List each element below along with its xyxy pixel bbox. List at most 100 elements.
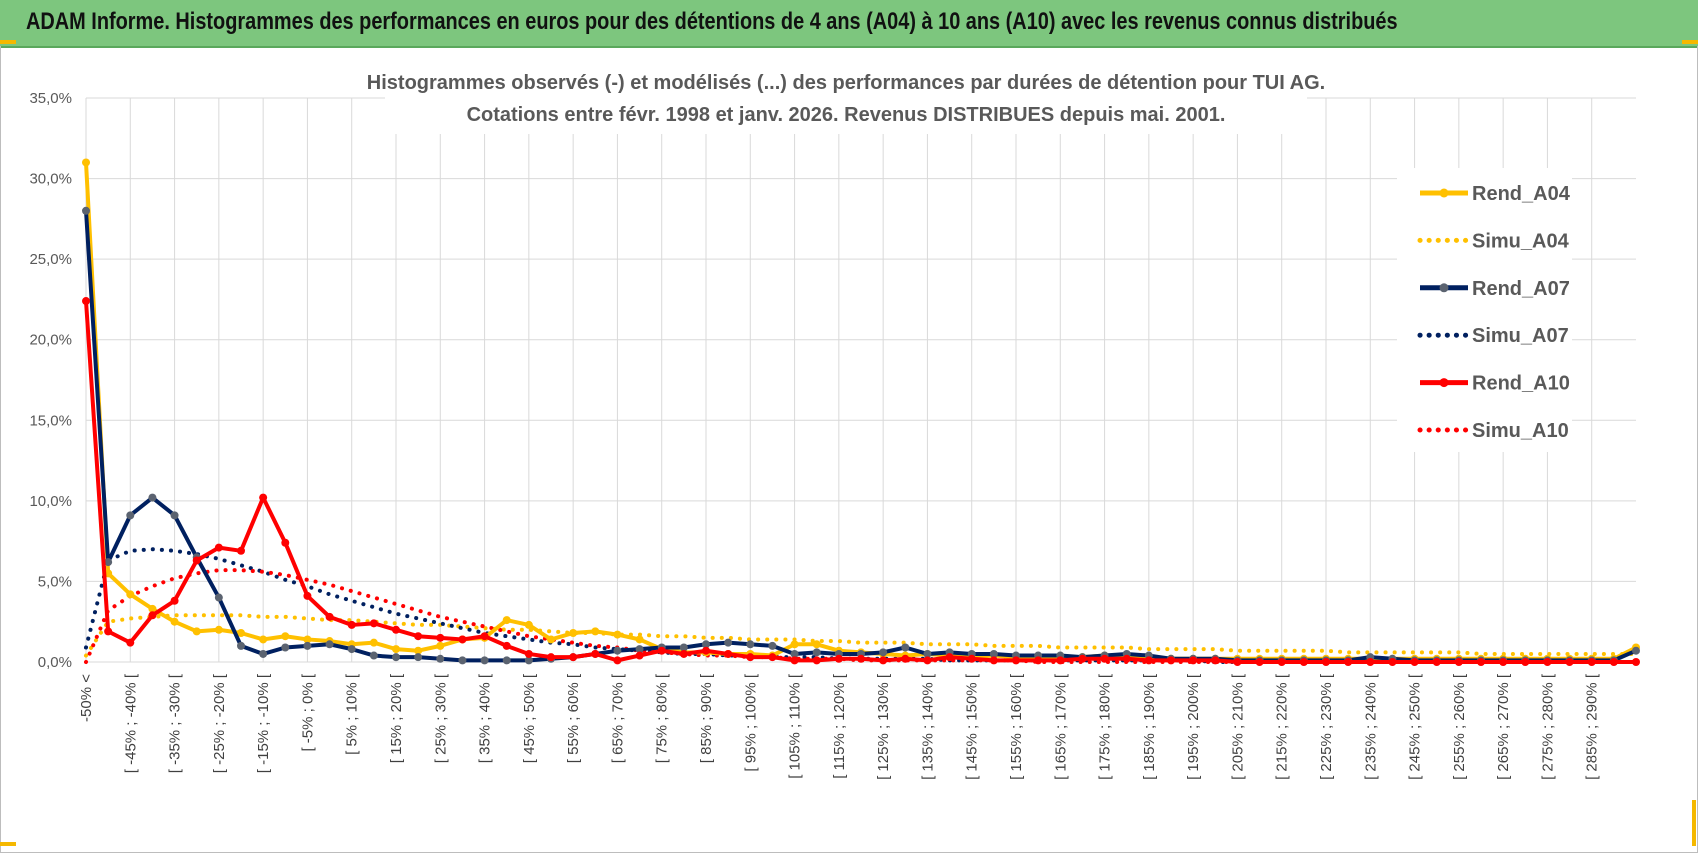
y-tick-label: 15,0% [29,412,72,429]
data-point-rend-a10 [1100,654,1109,663]
data-point-rend-a10 [1344,658,1353,666]
data-point-rend-a07 [347,645,356,654]
legend: Rend_A04 Simu_A04 Rend_A07 Simu_A07 Rend_A10… [1397,168,1572,452]
data-point-rend-a10 [104,627,113,636]
data-point-rend-a10 [1255,658,1264,666]
data-point-rend-a10 [1366,658,1375,666]
data-point-rend-a04 [281,632,290,641]
data-point-rend-a07 [237,641,245,650]
data-point-rend-a10 [281,538,290,547]
data-point-rend-a07 [303,641,312,650]
x-tick-label: [ 25% ; 30% [ [432,673,449,763]
data-point-rend-a04 [524,620,533,629]
x-tick-label: [ 5% ; 10% [ [344,673,361,755]
x-tick-label: [ 215% ; 220% [ [1274,673,1291,780]
data-point-rend-a07 [613,646,622,655]
data-point-rend-a04 [148,604,157,613]
data-point-rend-a04 [436,641,445,650]
x-tick-label: [ 105% ; 110% [ [787,673,804,779]
data-point-rend-a10 [635,651,644,660]
data-point-rend-a04 [259,635,268,644]
data-point-rend-a04 [502,616,511,625]
data-point-rend-a07 [901,643,910,652]
data-point-rend-a10 [569,653,578,662]
y-axis: 0,0% 5,0% 10,0% 15,0% 20,0% 25,0% 30,0% 35,0% [29,90,72,671]
data-point-rend-a10 [148,611,157,620]
data-point-rend-a04 [214,625,223,634]
data-point-rend-a10 [524,649,533,658]
chart-title-background [385,64,1307,134]
data-point-rend-a04 [126,590,135,599]
data-point-rend-a10 [879,656,888,665]
data-point-rend-a10 [82,297,90,306]
data-point-rend-a10 [945,653,954,662]
data-point-rend-a10 [325,612,334,621]
data-point-rend-a10 [1167,656,1175,665]
data-point-rend-a07 [702,640,710,649]
data-point-rend-a10 [1499,658,1508,666]
x-tick-label: [ -15% ; -10% [ [255,673,272,773]
data-point-rend-a07 [281,643,290,652]
data-point-rend-a10 [369,619,378,628]
data-point-rend-a10 [901,654,910,663]
data-point-rend-a07 [82,206,90,215]
legend-label-simu-a10: Simu_A10 [1472,420,1569,442]
data-point-rend-a10 [1233,658,1242,666]
data-point-rend-a07 [724,638,733,647]
data-point-rend-a10 [1056,656,1065,665]
data-point-rend-a04 [790,640,799,649]
y-tick-label: 35,0% [29,90,72,107]
data-point-rend-a10 [1565,658,1574,666]
data-point-rend-a04 [547,635,555,644]
x-tick-label: [ 235% ; 240% [ [1362,673,1379,780]
data-point-rend-a10 [1432,658,1441,666]
data-point-rend-a10 [1012,656,1020,665]
x-tick-label: [ -25% ; -20% [ [211,673,228,773]
x-tick-label: [ 55% ; 60% [ [565,673,582,763]
data-point-rend-a10 [724,649,733,658]
data-point-rend-a04 [414,646,423,655]
data-point-rend-a10 [812,656,821,665]
x-tick-label: [ 145% ; 150% [ [964,673,981,780]
data-point-rend-a10 [170,596,179,605]
legend-marker-rend-a07 [1439,283,1449,293]
x-tick-label: [ 155% ; 160% [ [1008,673,1025,780]
y-tick-label: 30,0% [29,171,72,188]
data-point-rend-a10 [126,638,135,647]
x-tick-label: [ 35% ; 40% [ [477,673,494,763]
data-point-rend-a10 [613,656,622,665]
data-point-rend-a07 [635,645,644,654]
legend-marker-rend-a04 [1439,188,1449,198]
corner-marker-bottom-right [1692,800,1696,846]
data-point-rend-a10 [1322,658,1330,666]
data-point-rend-a10 [1521,658,1530,666]
legend-label-simu-a07: Simu_A07 [1472,325,1569,347]
corner-marker-bottom-left [0,842,16,846]
data-point-rend-a10 [303,591,312,600]
x-tick-label: [ 195% ; 200% [ [1185,673,1202,780]
x-tick-label: [ 205% ; 210% [ [1229,673,1246,780]
data-point-rend-a10 [768,653,777,662]
legend-label-rend-a04: Rend_A04 [1472,183,1571,205]
legend-marker-rend-a10 [1439,378,1449,388]
data-point-rend-a07 [148,493,157,502]
data-point-rend-a07 [923,649,932,658]
x-tick-label: [ 165% ; 170% [ [1052,673,1069,780]
data-point-rend-a07 [524,656,533,665]
data-point-rend-a07 [790,649,799,658]
series-line-simu-a04 [84,613,1638,658]
data-point-rend-a04 [392,645,400,654]
data-point-rend-a10 [458,635,467,644]
x-tick-label: [ 225% ; 230% [ [1318,673,1335,780]
data-point-rend-a04 [812,640,821,649]
data-point-rend-a10 [834,654,843,663]
data-point-rend-a07 [746,640,755,649]
data-point-rend-a10 [1477,658,1485,666]
data-point-rend-a10 [1277,658,1286,666]
data-point-rend-a04 [591,627,600,636]
data-point-rend-a10 [547,653,555,662]
corner-marker-top-right [1682,40,1698,44]
data-point-rend-a07 [392,653,400,662]
legend-label-rend-a10: Rend_A10 [1472,373,1570,395]
